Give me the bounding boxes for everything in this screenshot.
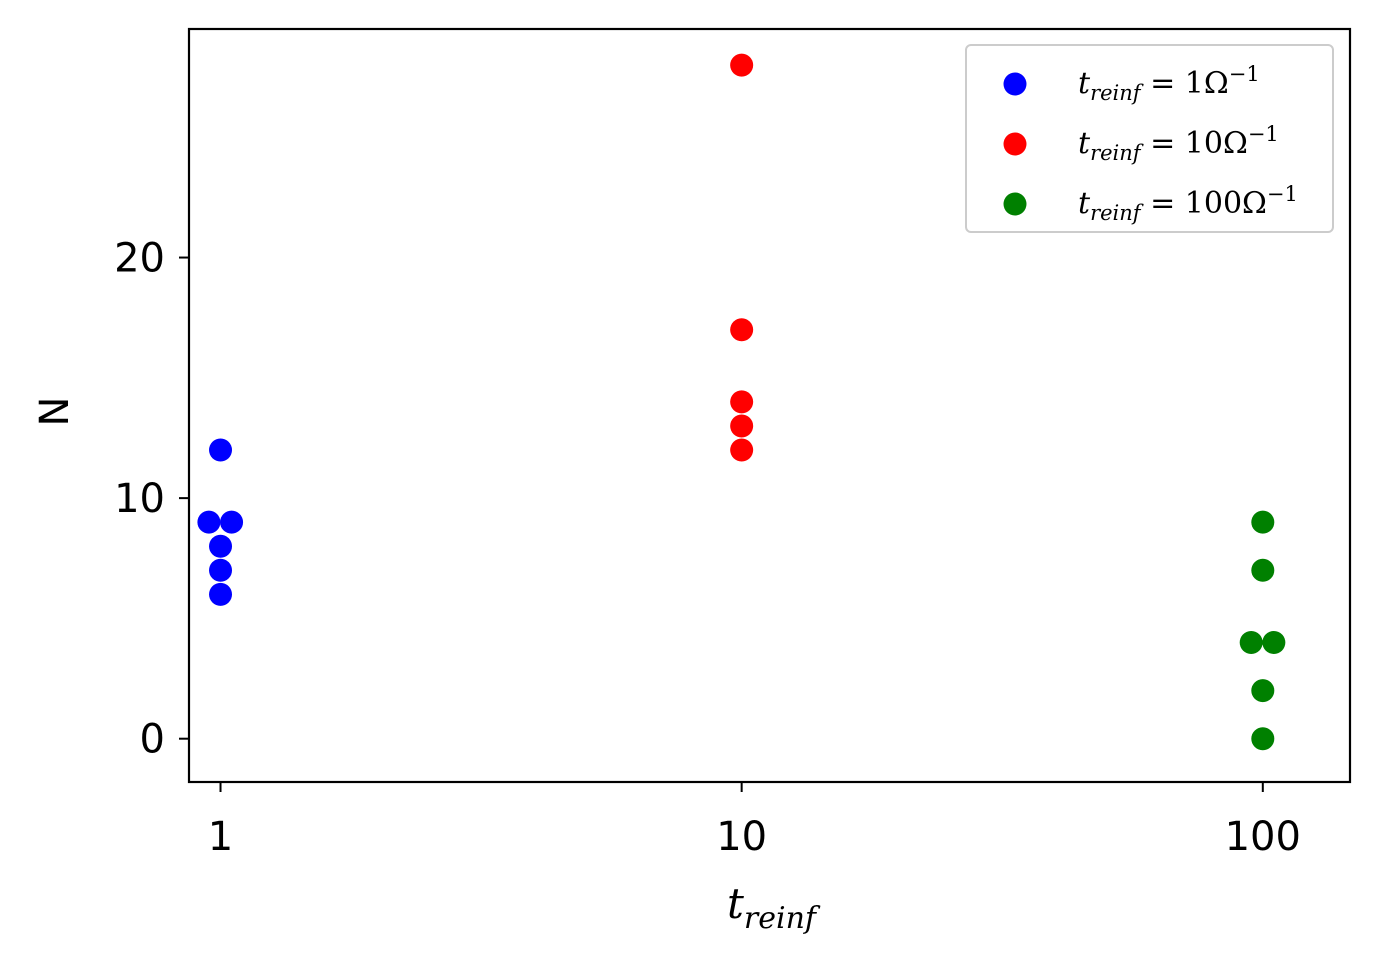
- y-tick-label: 10: [114, 476, 165, 522]
- data-point: [1251, 510, 1275, 534]
- x-tick-label: 10: [716, 814, 767, 860]
- x-tick-label: 100: [1225, 814, 1301, 860]
- x-tick-label: 1: [208, 814, 233, 860]
- legend-entry: treinf = 10Ω−1: [1078, 122, 1279, 165]
- data-point: [730, 414, 754, 438]
- series-1: [197, 438, 244, 606]
- y-tick-label: 0: [140, 717, 165, 763]
- y-axis-label: N: [32, 397, 78, 427]
- legend-marker: [1003, 132, 1027, 156]
- data-point: [197, 510, 221, 534]
- x-axis-label-main: t: [727, 879, 744, 928]
- data-point: [1251, 679, 1275, 703]
- data-point: [1251, 727, 1275, 751]
- data-point: [209, 438, 233, 462]
- data-point: [730, 318, 754, 342]
- legend-marker: [1003, 72, 1027, 96]
- data-point: [730, 438, 754, 462]
- legend: treinf = 1Ω−1 treinf = 10Ω−1 treinf = 100Ω…: [965, 44, 1334, 233]
- x-axis-label: treinf: [727, 879, 821, 936]
- legend-box: [965, 44, 1334, 233]
- data-point: [1239, 630, 1263, 654]
- data-point: [209, 558, 233, 582]
- data-point: [209, 582, 233, 606]
- x-axis-label-sub: reinf: [744, 901, 821, 936]
- data-point: [730, 53, 754, 77]
- data-point: [730, 390, 754, 414]
- legend-entry: treinf = 1Ω−1: [1078, 62, 1260, 105]
- data-point: [220, 510, 244, 534]
- data-point: [209, 534, 233, 558]
- legend-marker: [1003, 192, 1027, 216]
- y-tick-label: 20: [114, 236, 165, 282]
- data-point: [1262, 630, 1286, 654]
- legend-entry: treinf = 100Ω−1: [1078, 182, 1298, 225]
- series-3: [1239, 510, 1286, 751]
- series-2: [730, 53, 754, 462]
- data-point: [1251, 558, 1275, 582]
- plot-frame: [187, 27, 1352, 784]
